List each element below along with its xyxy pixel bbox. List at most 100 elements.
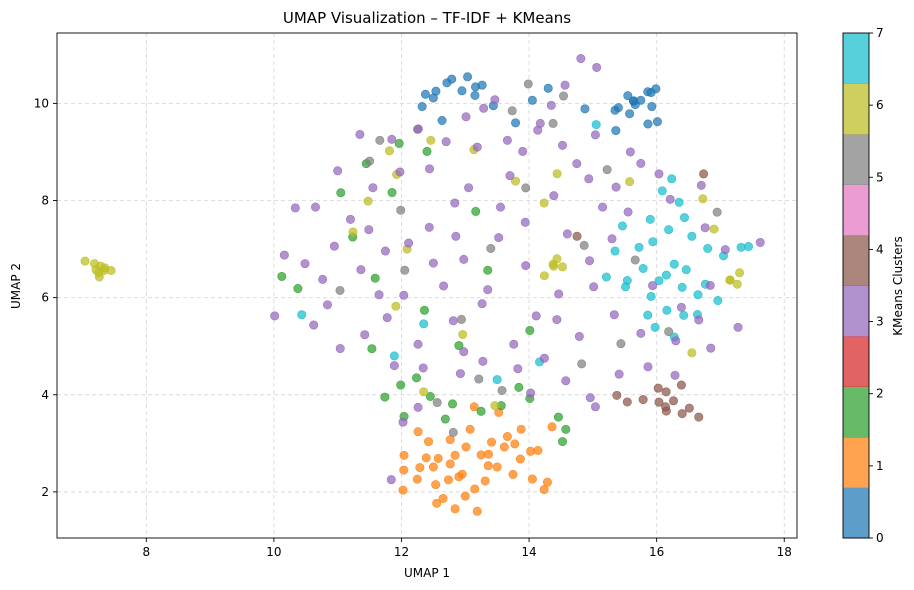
data-point-cluster-0 — [651, 84, 661, 94]
data-point-cluster-4 — [654, 397, 664, 407]
data-point-cluster-1 — [443, 475, 453, 485]
data-point-cluster-2 — [422, 146, 432, 156]
data-point-cluster-3 — [322, 300, 332, 310]
data-point-cluster-3 — [614, 369, 624, 379]
data-point-cluster-1 — [398, 485, 408, 495]
data-point-cluster-3 — [694, 315, 704, 325]
data-point-cluster-5 — [432, 398, 442, 408]
data-point-cluster-3 — [425, 164, 435, 174]
data-point-cluster-3 — [509, 339, 519, 349]
data-point-cluster-3 — [572, 159, 582, 169]
data-point-cluster-3 — [720, 245, 730, 255]
data-point-cluster-3 — [335, 344, 345, 354]
data-point-cluster-3 — [592, 62, 602, 72]
data-point-cluster-3 — [705, 280, 715, 290]
data-point-cluster-3 — [472, 142, 482, 152]
data-point-cluster-3 — [585, 393, 595, 403]
data-point-cluster-1 — [547, 422, 557, 432]
data-point-cluster-7 — [297, 310, 307, 320]
data-point-cluster-3 — [318, 274, 328, 284]
data-point-cluster-7 — [744, 242, 754, 252]
data-point-cluster-6 — [363, 196, 373, 206]
data-point-cluster-1 — [460, 491, 470, 501]
data-point-cluster-6 — [732, 279, 742, 289]
data-point-cluster-5 — [396, 205, 406, 215]
data-point-cluster-3 — [696, 180, 706, 190]
colorbar-tick-label: 3 — [876, 315, 884, 329]
data-point-cluster-6 — [419, 387, 429, 397]
data-point-cluster-3 — [478, 356, 488, 366]
data-point-cluster-6 — [549, 261, 559, 271]
colorbar-tick-label: 6 — [876, 98, 884, 112]
data-point-cluster-5 — [456, 314, 466, 324]
data-point-cluster-5 — [474, 374, 484, 384]
data-point-cluster-7 — [693, 290, 703, 300]
data-point-cluster-6 — [735, 268, 745, 278]
data-point-cluster-3 — [418, 363, 428, 373]
data-point-cluster-7 — [601, 272, 611, 282]
data-point-cluster-3 — [654, 169, 664, 179]
data-point-cluster-3 — [625, 147, 635, 157]
data-point-cluster-3 — [502, 135, 512, 145]
data-point-cluster-3 — [521, 261, 531, 271]
data-point-cluster-1 — [480, 476, 490, 486]
data-point-cluster-3 — [533, 125, 543, 135]
data-point-cluster-7 — [646, 291, 656, 301]
data-point-cluster-1 — [510, 439, 520, 449]
data-point-cluster-0 — [652, 117, 662, 127]
data-point-cluster-3 — [561, 376, 571, 386]
data-point-cluster-2 — [454, 341, 464, 351]
data-point-cluster-4 — [653, 383, 663, 393]
data-point-cluster-5 — [335, 285, 345, 295]
x-tick-label: 8 — [142, 545, 150, 559]
data-point-cluster-3 — [387, 134, 397, 144]
colorbar-tick-label: 7 — [876, 26, 884, 40]
data-point-cluster-5 — [548, 118, 558, 128]
data-point-cluster-1 — [399, 450, 409, 460]
y-tick-label: 8 — [41, 194, 49, 208]
data-point-cluster-2 — [553, 412, 563, 422]
data-point-cluster-5 — [577, 359, 587, 369]
data-point-cluster-3 — [356, 265, 366, 275]
data-point-cluster-3 — [413, 124, 423, 134]
data-point-cluster-7 — [650, 322, 660, 332]
data-point-cluster-2 — [370, 273, 380, 283]
data-point-cluster-7 — [674, 197, 684, 207]
data-point-cluster-0 — [623, 91, 633, 101]
data-point-cluster-5 — [523, 79, 533, 89]
data-point-cluster-1 — [412, 474, 422, 484]
data-point-cluster-3 — [413, 339, 423, 349]
data-point-cluster-3 — [270, 311, 280, 321]
data-point-cluster-7 — [679, 310, 689, 320]
data-point-cluster-2 — [448, 399, 458, 409]
data-point-cluster-3 — [589, 282, 599, 292]
data-point-cluster-3 — [459, 254, 469, 264]
data-point-cluster-5 — [375, 135, 385, 145]
data-point-cluster-1 — [526, 446, 536, 456]
data-point-cluster-5 — [507, 106, 517, 116]
data-point-cluster-0 — [580, 104, 590, 114]
colorbar-segment — [843, 336, 869, 387]
data-point-cluster-7 — [662, 305, 672, 315]
data-point-cluster-0 — [470, 90, 480, 100]
data-point-cluster-6 — [490, 401, 500, 411]
data-point-cluster-3 — [355, 129, 365, 139]
data-point-cluster-3 — [539, 353, 549, 363]
data-point-cluster-3 — [611, 182, 621, 192]
data-point-cluster-3 — [404, 238, 414, 248]
data-point-cluster-7 — [645, 214, 655, 224]
data-point-cluster-4 — [661, 402, 671, 412]
y-tick-label: 6 — [41, 291, 49, 305]
data-point-cluster-6 — [539, 271, 549, 281]
colorbar-segment — [843, 285, 869, 337]
data-point-cluster-3 — [671, 336, 681, 346]
data-point-cluster-1 — [533, 445, 543, 455]
data-point-cluster-3 — [380, 246, 390, 256]
data-point-cluster-1 — [413, 427, 423, 437]
data-point-cluster-0 — [647, 102, 657, 112]
colorbar-tick-label: 2 — [876, 387, 884, 401]
chart-title: UMAP Visualization – TF-IDF + KMeans — [283, 9, 571, 27]
colorbar-segment — [843, 33, 869, 84]
data-point-cluster-3 — [428, 258, 438, 268]
